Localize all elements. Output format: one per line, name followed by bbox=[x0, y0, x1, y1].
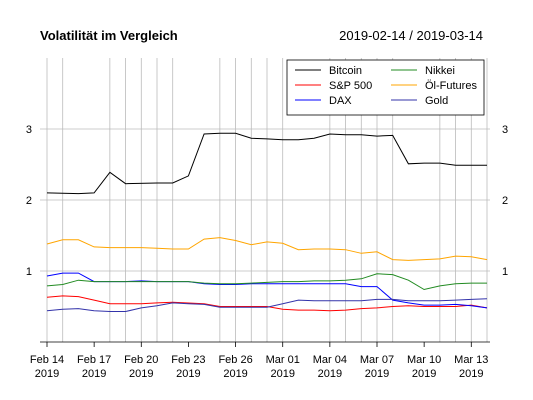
grid bbox=[40, 58, 490, 342]
series-line-gold bbox=[46, 298, 488, 312]
series-line-bitcoin bbox=[46, 132, 487, 195]
x-tick-year: 2019 bbox=[35, 368, 59, 380]
legend: Bitcoin S&P 500 DAX Nikkei Öl-Futures Gold bbox=[286, 59, 485, 116]
x-tick-year: 2019 bbox=[223, 368, 247, 380]
legend-label: Gold bbox=[425, 95, 448, 107]
x-tick-year: 2019 bbox=[82, 368, 106, 380]
x-tick-label: Mar 01 bbox=[266, 354, 300, 366]
chart-title: Volatilität im Vergleich bbox=[40, 28, 178, 43]
x-tick-label: Feb 20 bbox=[124, 354, 158, 366]
legend-label: Nikkei bbox=[425, 65, 455, 77]
y-tick-label-left: 2 bbox=[26, 195, 32, 207]
x-tick-label: Mar 04 bbox=[313, 354, 347, 366]
y-axis-right: 1 2 3 bbox=[502, 124, 508, 278]
legend-label: Bitcoin bbox=[329, 65, 362, 77]
series-line-s-p-500 bbox=[46, 295, 488, 312]
x-tick-label: Mar 10 bbox=[407, 354, 441, 366]
x-tick-label: Feb 14 bbox=[30, 354, 64, 366]
legend-label: DAX bbox=[329, 95, 352, 107]
series-lines bbox=[46, 132, 488, 312]
series-line--l-futures bbox=[46, 237, 488, 261]
x-tick-year: 2019 bbox=[365, 368, 389, 380]
series-line-nikkei bbox=[46, 273, 487, 291]
y-tick-label-left: 1 bbox=[26, 266, 32, 278]
legend-label: S&P 500 bbox=[329, 80, 372, 92]
x-tick-year: 2019 bbox=[176, 368, 200, 380]
x-tick-year: 2019 bbox=[412, 368, 436, 380]
y-tick-label-left: 3 bbox=[26, 124, 32, 136]
y-tick-label-right: 1 bbox=[502, 266, 508, 278]
y-tick-label-right: 3 bbox=[502, 124, 508, 136]
x-tick-year: 2019 bbox=[129, 368, 153, 380]
x-tick-label: Feb 17 bbox=[77, 354, 111, 366]
y-tick-label-right: 2 bbox=[502, 195, 508, 207]
y-axis-left: 1 2 3 bbox=[26, 124, 32, 278]
x-tick-label: Mar 13 bbox=[454, 354, 488, 366]
x-tick-year: 2019 bbox=[270, 368, 294, 380]
legend-label: Öl-Futures bbox=[425, 80, 477, 92]
legend-box bbox=[286, 59, 485, 116]
x-axis: Feb 14 2019 Feb 17 2019 Feb 20 2019 Feb 23 2019… bbox=[30, 341, 490, 380]
x-tick-label: Feb 26 bbox=[218, 354, 252, 366]
x-tick-label: Feb 23 bbox=[171, 354, 205, 366]
x-tick-year: 2019 bbox=[459, 368, 483, 380]
x-tick-year: 2019 bbox=[318, 368, 342, 380]
x-tick-label: Mar 07 bbox=[360, 354, 394, 366]
chart-date-range: 2019-02-14 / 2019-03-14 bbox=[339, 28, 483, 43]
